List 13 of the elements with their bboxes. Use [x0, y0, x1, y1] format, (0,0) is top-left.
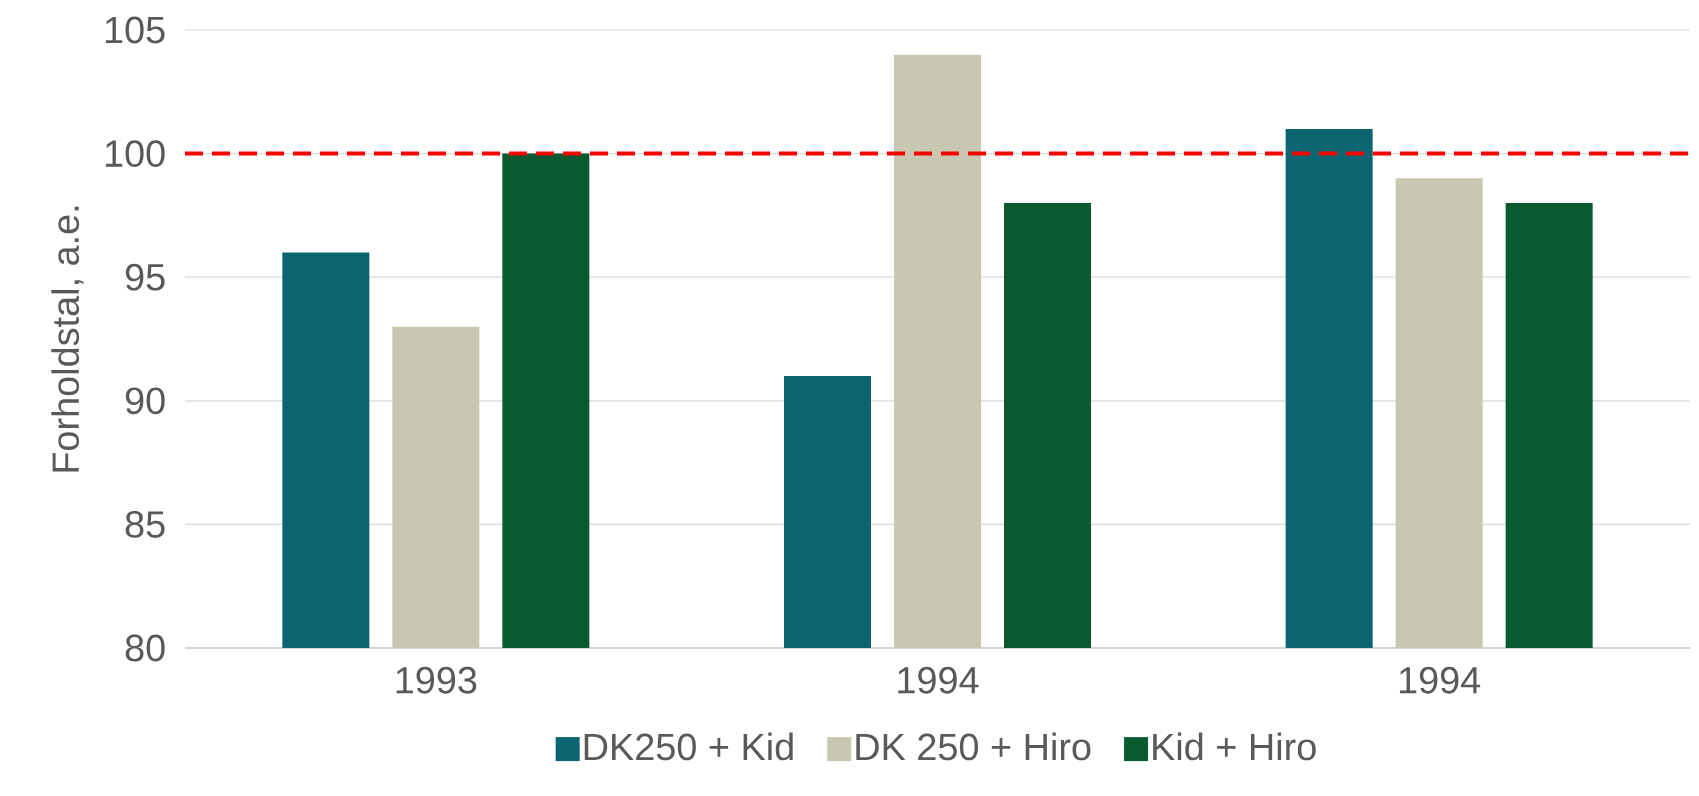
y-tick-label: 105 — [105, 16, 165, 44]
x-tick-label: 1994 — [1399, 666, 1481, 694]
y-tick-label: 95 — [125, 263, 165, 291]
y-axis-title: Forholdstal, a.e. — [51, 206, 84, 472]
y-tick-label: 80 — [125, 634, 165, 662]
y-tick-label: 100 — [105, 140, 165, 167]
y-tick-label: 90 — [125, 387, 165, 415]
legend-label: DK 250 + Hiro — [856, 732, 1091, 761]
x-tick-label: 1994 — [898, 666, 979, 694]
y-tick-label: 85 — [125, 510, 165, 538]
x-tick-label: 1993 — [396, 666, 477, 694]
legend-label: DK250 + Kid — [584, 732, 793, 761]
legend-label: Kid + Hiro — [1153, 732, 1316, 761]
